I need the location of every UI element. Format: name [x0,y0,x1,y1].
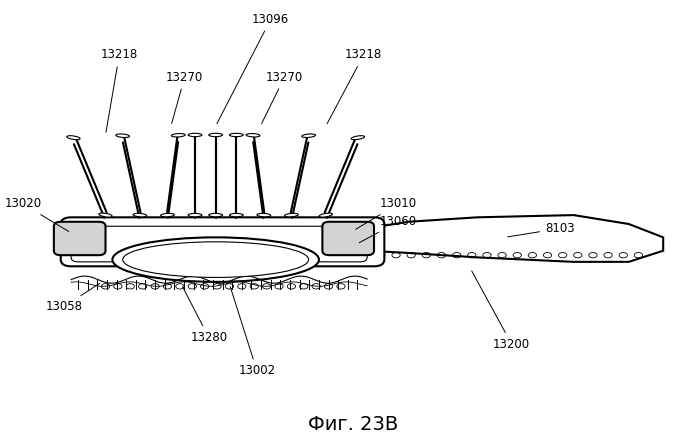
Text: 13096: 13096 [217,13,289,124]
Ellipse shape [275,284,283,289]
Ellipse shape [312,284,320,289]
Ellipse shape [99,213,113,217]
Ellipse shape [114,284,122,289]
Ellipse shape [238,284,246,289]
Ellipse shape [138,284,147,289]
Ellipse shape [246,134,260,137]
Ellipse shape [229,134,243,137]
Text: 8103: 8103 [507,222,575,237]
Ellipse shape [188,284,196,289]
Ellipse shape [263,284,271,289]
Ellipse shape [209,134,222,137]
Text: 13280: 13280 [182,287,227,344]
Text: 13218: 13218 [101,48,138,132]
Ellipse shape [123,242,309,277]
Ellipse shape [302,134,315,138]
Ellipse shape [116,134,129,138]
Ellipse shape [337,284,345,289]
Ellipse shape [113,237,319,282]
Ellipse shape [209,213,222,217]
Ellipse shape [257,213,271,217]
Text: 13010: 13010 [356,198,417,229]
Ellipse shape [351,136,365,140]
Ellipse shape [319,213,333,217]
Text: 13270: 13270 [261,71,303,124]
Text: 13200: 13200 [472,271,531,351]
Text: Фиг. 23B: Фиг. 23B [308,415,398,434]
Text: 13002: 13002 [230,287,275,377]
Ellipse shape [161,213,174,217]
Ellipse shape [164,284,171,289]
FancyBboxPatch shape [71,226,367,262]
Ellipse shape [300,284,308,289]
FancyBboxPatch shape [54,222,106,255]
FancyBboxPatch shape [322,222,374,255]
Text: 13020: 13020 [4,198,69,232]
Ellipse shape [287,284,296,289]
FancyBboxPatch shape [61,217,384,266]
Ellipse shape [126,284,134,289]
Ellipse shape [284,213,298,217]
Ellipse shape [201,284,209,289]
Ellipse shape [171,134,185,137]
Ellipse shape [225,284,233,289]
Ellipse shape [133,213,147,217]
Text: 13218: 13218 [327,48,382,124]
Ellipse shape [188,213,202,217]
Text: 13060: 13060 [359,215,417,243]
Ellipse shape [229,213,243,217]
Polygon shape [367,215,663,262]
Ellipse shape [213,284,221,289]
Ellipse shape [250,284,259,289]
Ellipse shape [324,284,333,289]
Ellipse shape [66,136,80,140]
Text: 13270: 13270 [166,71,203,123]
Ellipse shape [175,284,184,289]
Ellipse shape [188,134,202,137]
Text: 13058: 13058 [45,284,100,313]
Ellipse shape [151,284,159,289]
Ellipse shape [101,284,110,289]
